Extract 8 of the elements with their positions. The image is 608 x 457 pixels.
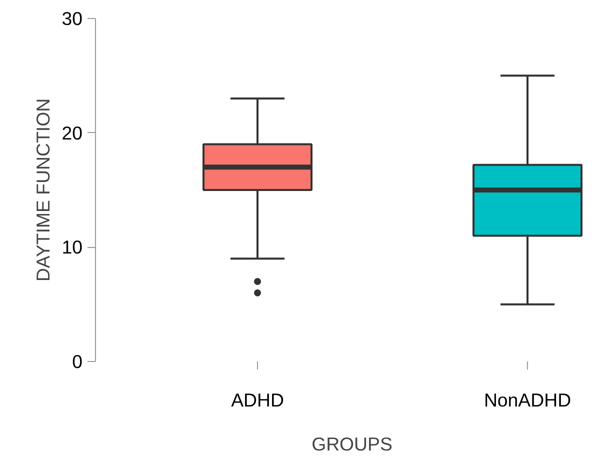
x-tick-label: NonADHD (484, 390, 572, 410)
x-tick-label: ADHD (231, 390, 284, 410)
y-tick-label: 10 (62, 236, 83, 258)
y-axis-title: DAYTIME FUNCTION (32, 98, 54, 282)
x-axis-title: GROUPS (312, 434, 392, 454)
y-tick-label: 30 (62, 8, 83, 29)
y-tick-label: 20 (62, 122, 83, 144)
y-tick-label: 0 (72, 351, 83, 372)
